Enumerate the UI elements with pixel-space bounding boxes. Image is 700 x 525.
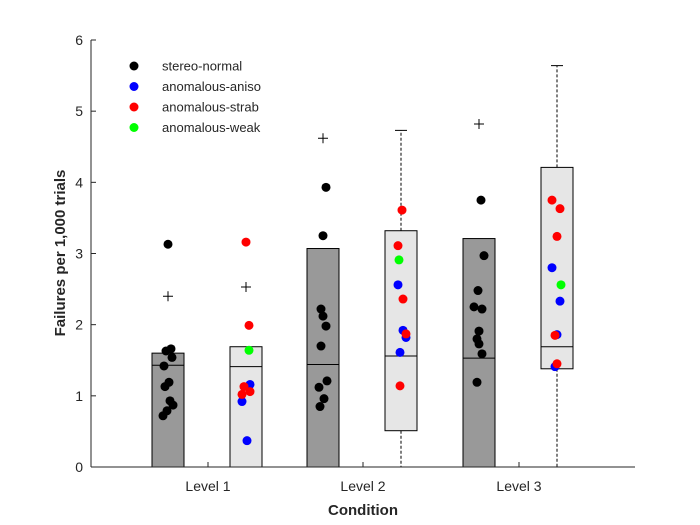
level-3-stereo-normal-point-5: [474, 326, 484, 336]
level-3-anomalous-strab-point-3: [550, 330, 560, 340]
level-3-anomalous-strab-point-4: [552, 359, 562, 369]
level-2-anomalous-strab-point-3: [401, 329, 411, 339]
x-tick-label-level-1: Level 1: [185, 478, 230, 494]
legend-marker-anomalous-aniso: [129, 82, 139, 91]
level-2-stereo-normal-point-9: [315, 402, 325, 412]
level-1-stereo-normal-point-6: [160, 382, 170, 392]
level-2-stereo-normal-point-3: [318, 311, 328, 321]
points-layer: [158, 182, 566, 446]
level-3-anomalous-weak-point-0: [556, 280, 566, 290]
level-1-anomalous-box-rect: [229, 346, 263, 468]
y-tick-label-4: 4: [75, 174, 83, 190]
boxes-layer: [151, 65, 574, 468]
level-2-anomalous-aniso-point-0: [393, 280, 403, 290]
x-tick-label-level-2: Level 2: [340, 478, 385, 494]
level-3-anomalous-aniso-point-1: [555, 296, 565, 306]
x-axis-label: Condition: [328, 502, 398, 519]
level-2-stereo-normal-point-6: [322, 376, 332, 386]
level-2-anomalous-strab-point-4: [395, 381, 405, 391]
level-1-stereo-normal-point-2: [161, 346, 171, 356]
level-2-stereo-normal-point-2: [316, 304, 326, 314]
legend-label-anomalous-weak: anomalous-weak: [162, 120, 261, 135]
y-tick-label-2: 2: [75, 317, 83, 333]
level-2-anomalous-weak-point-0: [394, 255, 404, 265]
level-3-stereo-normal-outlier-0: [474, 118, 484, 129]
level-1-stereo-normal-point-8: [168, 400, 178, 410]
legend-marker-anomalous-weak: [129, 123, 139, 132]
level-2-stereo-normal-point-1: [318, 231, 328, 241]
level-3-anomalous-box: [540, 65, 574, 468]
y-tick-label-3: 3: [75, 246, 83, 262]
legend-item-anomalous-weak: anomalous-weak: [129, 120, 261, 135]
legend-label-anomalous-aniso: anomalous-aniso: [162, 79, 261, 94]
level-2-stereo-normal-point-5: [316, 341, 326, 351]
level-2-stereo-normal-point-8: [319, 394, 329, 404]
level-3-stereo-normal-point-8: [477, 349, 487, 359]
x-tick-label-level-3: Level 3: [496, 478, 541, 494]
level-2-anomalous-aniso-point-3: [395, 347, 405, 357]
level-3-anomalous-strab-point-0: [547, 195, 557, 205]
level-3-stereo-normal-point-0: [476, 195, 486, 205]
level-3-anomalous-strab-point-1: [555, 204, 565, 214]
level-1-anomalous-strab-point-0: [241, 237, 251, 247]
legend-marker-anomalous-strab: [129, 102, 139, 112]
level-2-stereo-normal-point-7: [314, 382, 324, 392]
level-3-stereo-normal-point-9: [472, 377, 482, 387]
level-2-stereo-normal-outlier-0: [318, 133, 328, 144]
level-2-anomalous-strab-point-0: [397, 205, 407, 215]
level-3-stereo-normal-point-4: [477, 304, 487, 314]
y-tick-label-0: 0: [75, 459, 83, 475]
legend-marker-stereo-normal: [129, 61, 139, 71]
level-1-anomalous-strab-point-2: [239, 382, 249, 392]
legend-item-anomalous-aniso: anomalous-aniso: [129, 79, 261, 94]
level-2-anomalous-strab-point-2: [398, 294, 408, 304]
axes-layer: 0 1 2 3 4 5 6 Level 1 Level 2 Level 3: [75, 32, 635, 494]
level-3-anomalous-aniso-point-0: [547, 263, 557, 273]
level-1-anomalous-weak-point-0: [244, 345, 254, 355]
level-2-stereo-normal-box: [306, 133, 340, 468]
level-1-stereo-normal-outlier-0: [163, 291, 173, 302]
level-1-stereo-normal-point-4: [159, 361, 169, 371]
level-2-stereo-normal-box-rect: [306, 248, 340, 468]
level-1-anomalous-aniso-point-2: [242, 436, 252, 446]
y-axis-label: Failures per 1,000 trials: [52, 170, 69, 337]
level-1-anomalous-strab-point-4: [237, 389, 247, 399]
level-1-anomalous-outlier-0: [241, 281, 251, 292]
level-2-stereo-normal-point-4: [321, 321, 331, 331]
level-2-stereo-normal-point-0: [321, 182, 331, 192]
level-1-anomalous-strab-point-3: [245, 387, 255, 397]
legend: stereo-normal anomalous-aniso anomalous-st…: [129, 59, 261, 135]
level-3-stereo-normal-point-3: [469, 302, 479, 312]
level-1-anomalous-aniso-point-1: [237, 397, 247, 407]
level-3-stereo-normal-point-1: [479, 251, 489, 261]
y-tick-label-5: 5: [75, 103, 83, 119]
level-3-stereo-normal-point-7: [474, 339, 484, 349]
level-1-anomalous-strab-point-1: [244, 320, 254, 330]
level-3-anomalous-strab-point-2: [552, 231, 562, 241]
level-1-stereo-normal-point-3: [167, 352, 177, 362]
level-3-stereo-normal-point-2: [473, 286, 483, 296]
legend-label-stereo-normal: stereo-normal: [162, 59, 242, 74]
level-1-stereo-normal-point-10: [158, 411, 168, 421]
level-1-stereo-normal-point-0: [163, 239, 173, 249]
level-1-anomalous-box: [229, 281, 263, 468]
level-2-anomalous-strab-point-1: [393, 241, 403, 251]
y-tick-label-6: 6: [75, 32, 83, 48]
legend-item-anomalous-strab: anomalous-strab: [129, 100, 259, 115]
y-tick-label-1: 1: [75, 388, 83, 404]
legend-label-anomalous-strab: anomalous-strab: [162, 100, 259, 115]
legend-item-stereo-normal: stereo-normal: [129, 59, 242, 74]
